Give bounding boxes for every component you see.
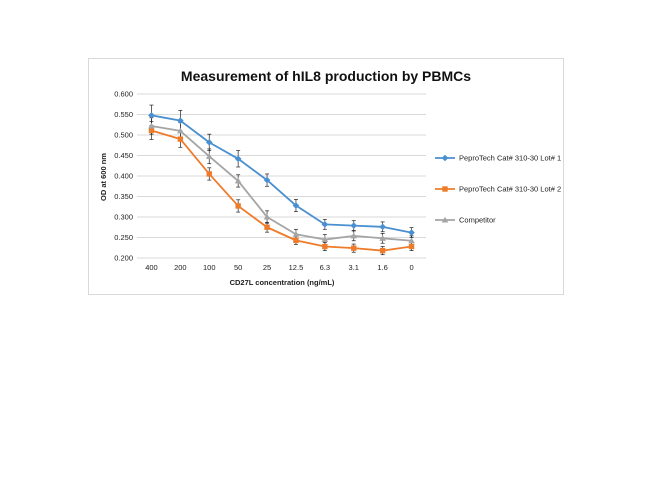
y-tick-label: 0.550	[114, 110, 133, 119]
series-1-point	[321, 221, 329, 228]
series-1-point	[148, 112, 155, 119]
x-tick-label: 1.6	[377, 263, 387, 272]
y-tick-label: 0.200	[114, 254, 133, 263]
series-3-point	[350, 232, 358, 239]
x-tick-label: 12.5	[289, 263, 304, 272]
series-1-point	[205, 139, 213, 146]
x-tick-label: 400	[145, 263, 158, 272]
series-3-point	[321, 236, 329, 243]
y-tick-label: 0.350	[114, 192, 133, 201]
y-tick-labels: 0.200 0.250 0.300 0.350 0.400 0.450 0.500 0.550…	[114, 90, 133, 263]
series-lines	[151, 114, 412, 252]
series-1-point	[292, 202, 300, 209]
y-tick-label: 0.400	[114, 172, 133, 181]
series-3-point	[148, 122, 155, 129]
series-1-point	[408, 229, 415, 236]
series-1-point	[379, 223, 386, 231]
series-2-point	[177, 136, 184, 142]
series-3-point	[234, 177, 242, 184]
series-2-point	[264, 224, 270, 230]
series-1-point	[177, 117, 184, 124]
chart-frame: Measurement of hIL8 production by PBMCs …	[88, 58, 564, 295]
y-axis-title: OD at 600 nm	[99, 153, 108, 201]
series-line-2	[151, 129, 412, 252]
x-tick-label: 100	[203, 263, 216, 272]
y-tick-label: 0.600	[114, 90, 133, 99]
x-tick-label: 6.3	[320, 263, 330, 272]
series-2-point	[351, 245, 357, 251]
series-3-point	[408, 237, 415, 244]
series-2-point	[379, 247, 386, 254]
series-line-3	[151, 125, 412, 242]
x-axis-title: CD27L concentration (ng/mL)	[230, 278, 335, 287]
legend-marker	[442, 186, 448, 192]
y-tick-label: 0.300	[114, 213, 133, 222]
series-2-point	[206, 171, 212, 177]
series-line-1	[151, 114, 412, 234]
series-2-point	[293, 237, 299, 244]
x-tick-label: 50	[234, 263, 242, 272]
series-1-point	[234, 155, 242, 163]
series-markers	[148, 112, 415, 254]
legend-label: PeproTech Cat# 310-30 Lot# 1	[459, 154, 561, 163]
x-tick-label: 0	[409, 263, 413, 272]
chart-title: Measurement of hIL8 production by PBMCs	[181, 68, 471, 84]
series-2-point	[235, 203, 241, 209]
legend-marker	[441, 216, 449, 223]
series-3-point	[205, 153, 213, 159]
legend-label: Competitor	[459, 216, 496, 225]
legend-label: PeproTech Cat# 310-30 Lot# 2	[459, 185, 561, 194]
series-1-point	[263, 176, 271, 184]
x-tick-label: 3.1	[349, 263, 359, 272]
x-tick-labels: 400 200 100 50 25 12.5 6.3 3.1 1.6 0	[145, 263, 413, 272]
series-3-point	[177, 127, 184, 134]
series-3-point	[292, 230, 300, 237]
series-2-point	[408, 243, 415, 250]
x-tick-label: 25	[263, 263, 271, 272]
y-tick-label: 0.500	[114, 131, 133, 140]
y-tick-label: 0.450	[114, 151, 133, 160]
series-2-point	[148, 127, 155, 134]
series-3-point	[379, 235, 386, 241]
legend: PeproTech Cat# 310-30 Lot# 1 PeproTech Ca…	[435, 154, 561, 225]
series-1-point	[350, 222, 358, 229]
chart-svg: Measurement of hIL8 production by PBMCs …	[99, 68, 561, 287]
series-2-point	[322, 243, 328, 250]
x-tick-label: 200	[174, 263, 187, 272]
legend-marker	[441, 154, 449, 162]
series-3-point	[263, 213, 271, 220]
y-tick-label: 0.250	[114, 233, 133, 242]
